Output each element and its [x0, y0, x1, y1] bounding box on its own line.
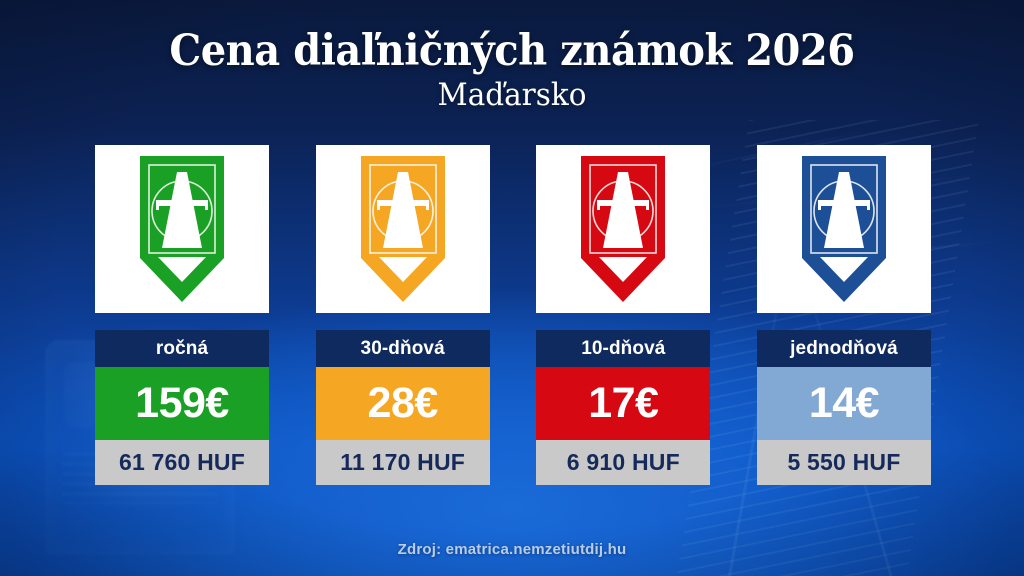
header: Cena diaľničných známok 2026 Maďarsko	[0, 28, 1024, 113]
motorway-bridge	[156, 200, 208, 206]
bridge-pillar-left	[376, 200, 380, 210]
motorway-vignette-icon	[581, 156, 666, 302]
price-card-30-dnova[interactable]: 30-dňová 28€ 11 170 HUF	[315, 145, 490, 485]
card-price: 14€	[756, 367, 931, 440]
motorway-vignette-icon	[140, 156, 224, 302]
vignette-emblem-box	[315, 145, 490, 313]
motorway-bridge	[597, 200, 650, 206]
card-label: jednodňová	[756, 330, 931, 367]
card-price: 159€	[95, 367, 269, 440]
card-spacer	[536, 313, 710, 330]
vignette-price-cards: ročná 159€ 61 760 HUF 30-dňová 28	[95, 145, 931, 485]
bridge-pillar-left	[817, 200, 821, 210]
card-label: 30-dňová	[315, 330, 490, 367]
bridge-pillar-right	[205, 200, 208, 210]
card-spacer	[316, 313, 490, 330]
bridge-pillar-left	[597, 200, 601, 210]
motorway-bridge	[376, 200, 429, 206]
page-subtitle: Maďarsko	[437, 77, 587, 114]
card-price: 28€	[315, 367, 490, 440]
bridge-pillar-right	[866, 200, 870, 210]
card-price-huf: 6 910 HUF	[536, 440, 711, 485]
vignette-emblem-box	[536, 145, 711, 313]
motorway-vignette-icon	[360, 156, 445, 302]
card-spacer	[757, 313, 931, 330]
price-card-rocna[interactable]: ročná 159€ 61 760 HUF	[95, 145, 269, 485]
card-price-huf: 61 760 HUF	[95, 440, 269, 485]
card-label: 10-dňová	[536, 330, 711, 367]
card-price-huf: 5 550 HUF	[756, 440, 931, 485]
card-price: 17€	[536, 367, 711, 440]
bridge-pillar-left	[156, 200, 159, 210]
vignette-emblem-box	[756, 145, 931, 313]
page-title: Cena diaľničných známok 2026	[169, 26, 855, 76]
source-attribution: Zdroj: ematrica.nemzetiutdij.hu	[397, 541, 627, 558]
motorway-vignette-icon	[801, 156, 886, 302]
price-card-jednodnova[interactable]: jednodňová 14€ 5 550 HUF	[756, 145, 931, 485]
vignette-emblem-box	[95, 145, 269, 313]
card-label: ročná	[95, 330, 269, 367]
bridge-pillar-right	[425, 200, 429, 210]
price-card-10-dnova[interactable]: 10-dňová 17€ 6 910 HUF	[536, 145, 711, 485]
card-price-huf: 11 170 HUF	[315, 440, 490, 485]
card-spacer	[95, 313, 269, 330]
motorway-bridge	[817, 200, 870, 206]
bridge-pillar-right	[646, 200, 650, 210]
